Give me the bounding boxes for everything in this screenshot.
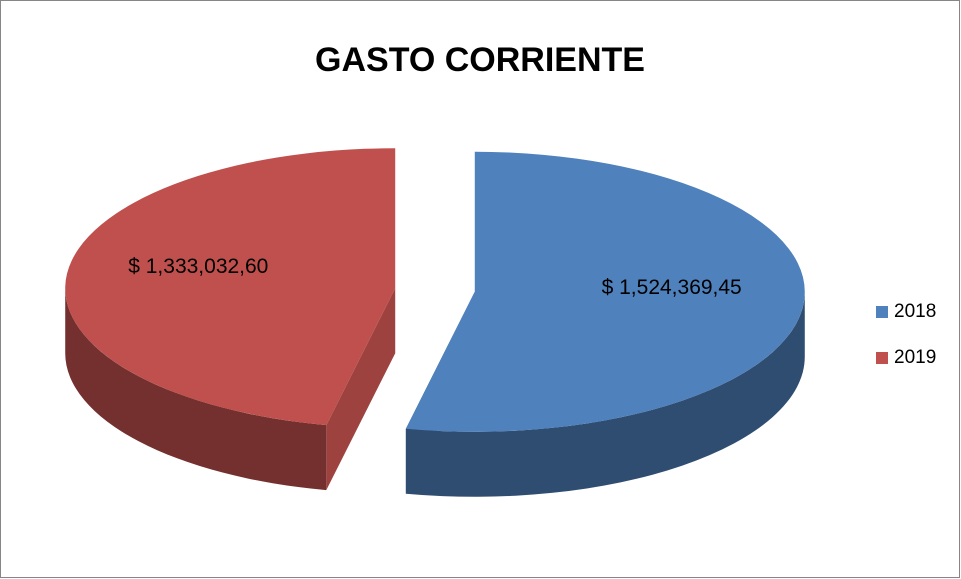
legend-label: 2019 bbox=[894, 347, 936, 368]
data-label: $ 1,333,032,60 bbox=[128, 255, 268, 278]
legend-label: 2018 bbox=[894, 301, 936, 322]
slice-top bbox=[405, 151, 805, 432]
legend-swatch bbox=[876, 306, 888, 318]
legend-swatch bbox=[876, 352, 888, 364]
slice bbox=[405, 151, 805, 497]
slice-top bbox=[65, 148, 396, 426]
slice-side bbox=[65, 288, 327, 491]
slice bbox=[65, 148, 396, 491]
slice-cut-face bbox=[326, 288, 396, 491]
slice-side bbox=[405, 291, 805, 497]
chart-title: GASTO CORRIENTE bbox=[315, 41, 645, 79]
data-label: $ 1,524,369,45 bbox=[602, 276, 742, 299]
